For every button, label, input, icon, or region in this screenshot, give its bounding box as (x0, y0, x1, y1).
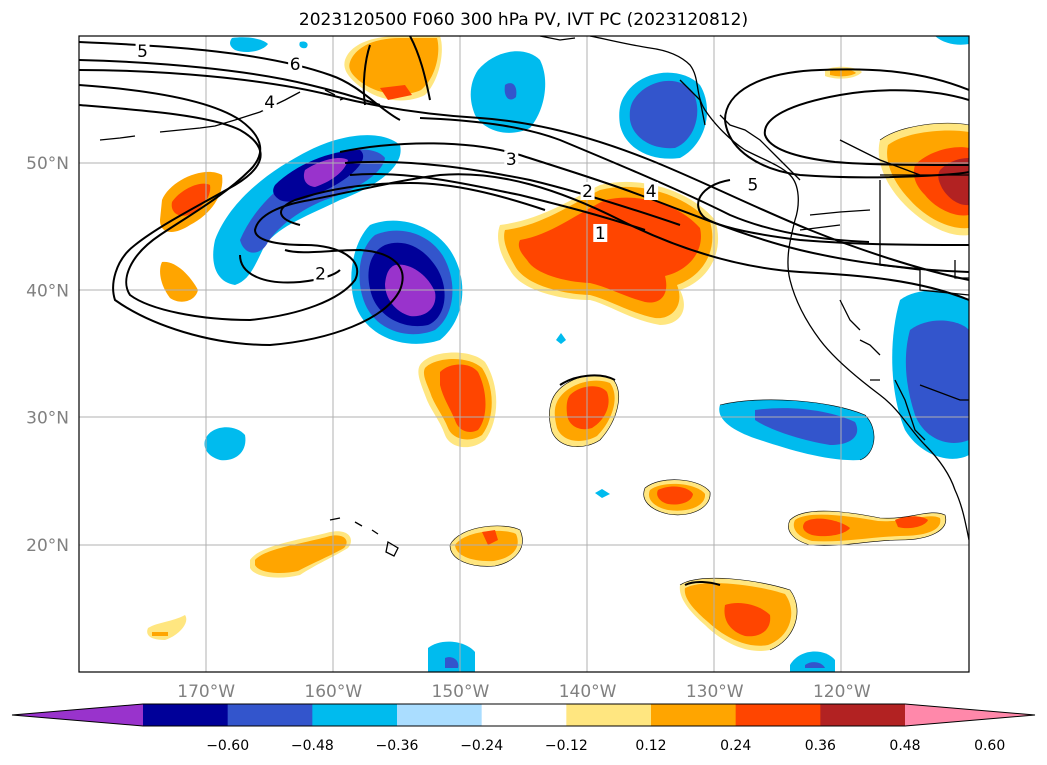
contour-label-halo (135, 42, 150, 61)
colorbar-outline (11, 703, 1036, 727)
colorbar-segment (735, 704, 821, 726)
colorbar-tick-label: 0.36 (805, 738, 836, 754)
contour-label: 2 (315, 265, 326, 285)
colorbar-tick-label: −0.60 (206, 738, 249, 754)
colorbar-tick-labels: −0.60 −0.48 −0.36 −0.24 −0.12 0.12 0.24 0.36 0.4… (206, 738, 1005, 754)
map-frame (78, 35, 970, 673)
contour-label-halo (262, 92, 277, 111)
map-title: 2023120500 F060 300 hPa PV, IVT PC (2023… (298, 10, 749, 30)
colorbar-tick-label: −0.12 (545, 738, 588, 754)
contour-label-halo (504, 150, 519, 169)
lat-tick-label: 30°N (26, 409, 69, 429)
colorbar-segment (143, 704, 229, 726)
colorbar-segment (651, 704, 737, 726)
lon-tick-label: 160°W (304, 682, 362, 702)
lat-tick-label: 20°N (26, 536, 69, 556)
contour-label-halo (580, 182, 595, 200)
lat-tick-label: 40°N (26, 281, 69, 301)
contour-label: 3 (506, 150, 517, 170)
colorbar-segment (397, 704, 483, 726)
latitude-labels: 50°N 40°N 30°N 20°N (26, 154, 69, 556)
contour-label: 4 (646, 182, 657, 202)
lon-tick-label: 120°W (813, 682, 871, 702)
longitude-labels: 170°W 160°W 150°W 140°W 130°W 120°W (177, 682, 871, 702)
map-gridlines (79, 36, 969, 672)
contour-label: 5 (137, 42, 148, 62)
colorbar-segment (820, 704, 906, 726)
contour-label-halo (644, 182, 659, 200)
pv-positive-shading (147, 36, 969, 651)
contour-label-halo (745, 175, 760, 194)
colorbar-tick-label: 0.24 (720, 738, 751, 754)
lon-tick-label: 150°W (432, 682, 490, 702)
contour-label-halo (593, 223, 608, 242)
colorbar-tick-label: 0.12 (635, 738, 666, 754)
colorbar-segment (227, 704, 313, 726)
colorbar-tick-label: −0.48 (291, 738, 334, 754)
lon-tick-label: 140°W (559, 682, 617, 702)
colorbar-extend-high (905, 704, 1035, 726)
colorbar-segment (566, 704, 652, 726)
contour-label: 4 (264, 93, 275, 113)
contour-label-halo (288, 54, 303, 73)
contour-label: 5 (747, 176, 758, 196)
colorbar-tick-label: 0.60 (974, 738, 1005, 754)
colorbar-tick-label: −0.24 (460, 738, 503, 754)
map-panel (79, 36, 969, 672)
colorbar-extend-low (12, 704, 143, 726)
contour-label-halo (313, 264, 328, 283)
colorbar (11, 703, 1036, 727)
lon-tick-label: 130°W (686, 682, 744, 702)
lat-tick-label: 50°N (26, 154, 69, 174)
contour-label: 6 (290, 55, 301, 75)
coastlines (99, 36, 969, 557)
contour-label: 1 (595, 224, 606, 244)
ivt-contours (79, 36, 969, 586)
colorbar-segment (312, 704, 398, 726)
colorbar-tick-label: −0.36 (376, 738, 419, 754)
lon-tick-label: 170°W (177, 682, 235, 702)
colorbar-segment (481, 704, 567, 726)
colorbar-tick-label: 0.48 (889, 738, 920, 754)
contour-label: 2 (582, 182, 593, 202)
